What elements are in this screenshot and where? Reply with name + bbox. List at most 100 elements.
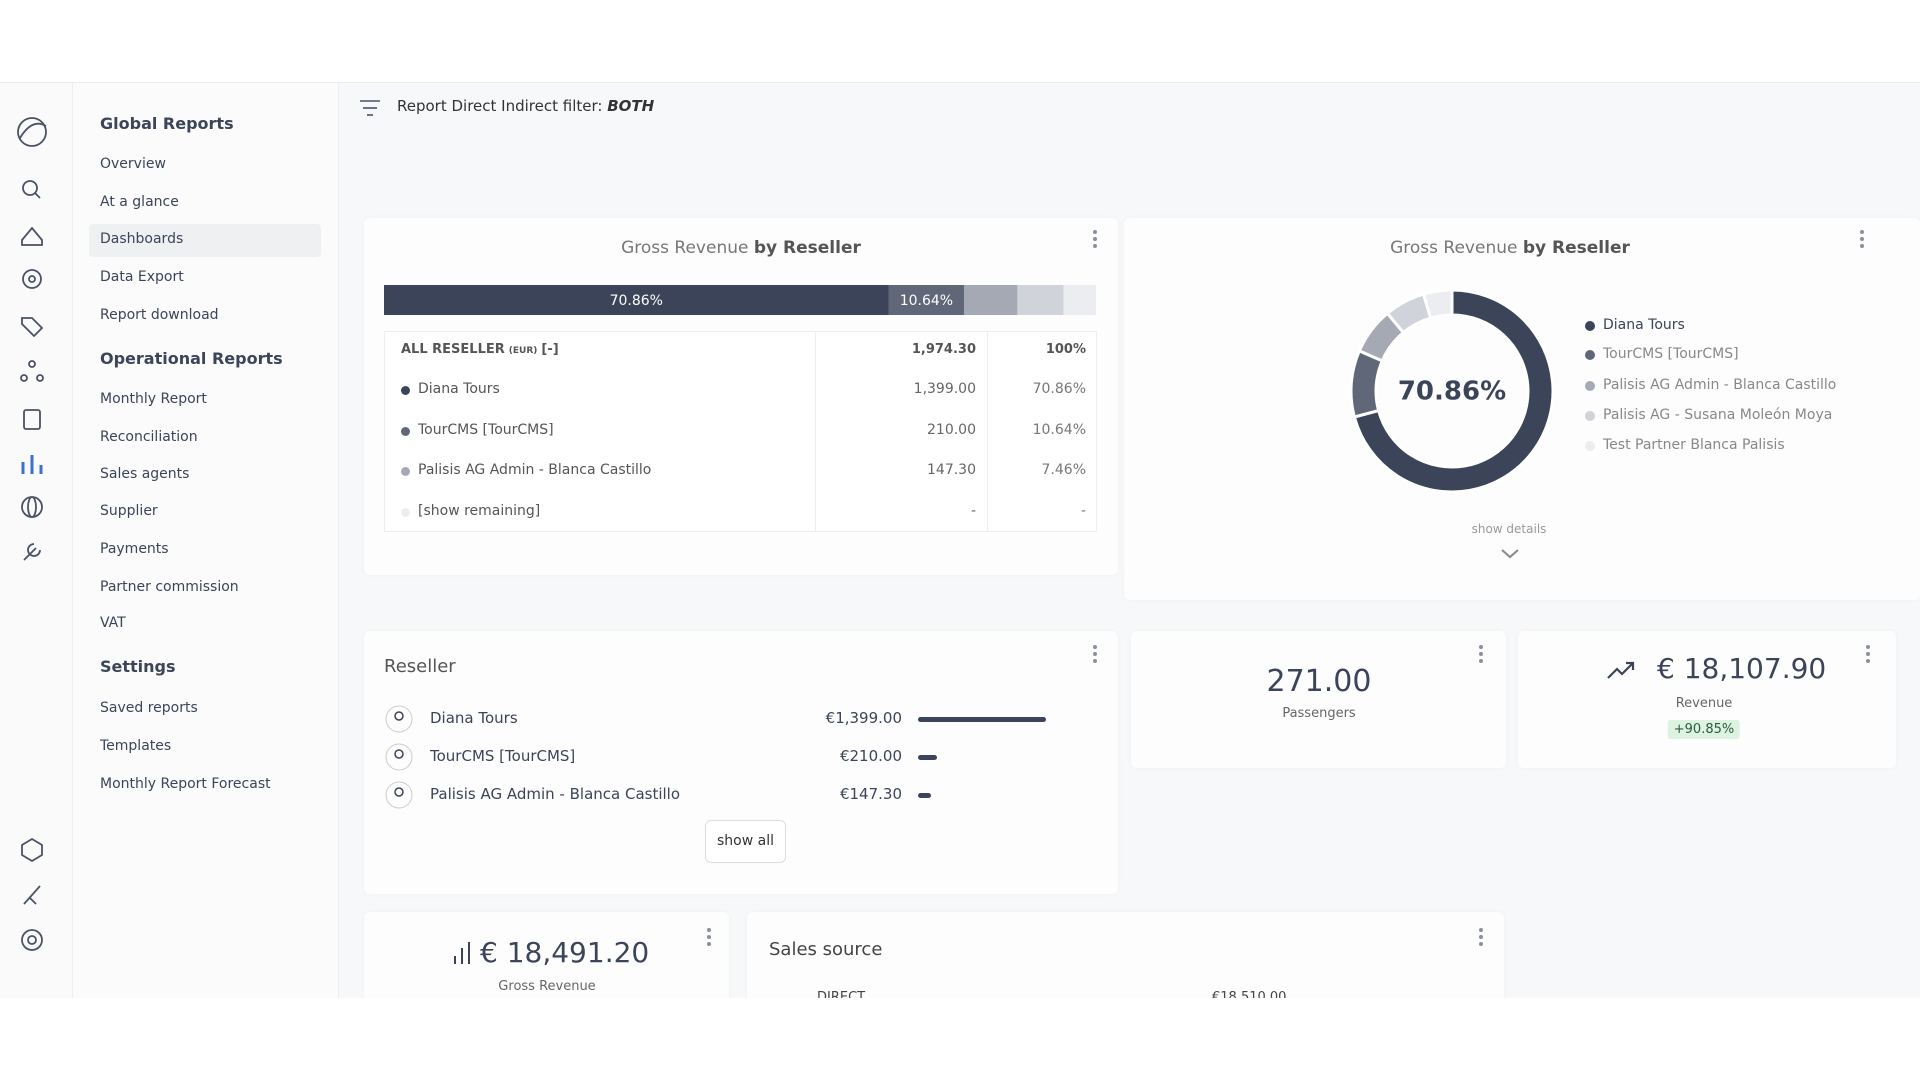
search-icon-handle — [34, 192, 41, 199]
row-amount: 147.30 — [927, 462, 976, 478]
row-percent: - — [1080, 503, 1086, 519]
row-name: Palisis AG Admin - Blanca Castillo — [418, 462, 652, 478]
row-percent: 10.64% — [1032, 422, 1086, 438]
trend-glyph — [1607, 661, 1635, 679]
legend-label[interactable]: Palisis AG - Susana Moleón Moya — [1603, 407, 1833, 423]
more-menu[interactable] — [707, 928, 711, 949]
share-segment — [964, 285, 1018, 315]
card-title: Gross Revenue by Reseller — [621, 238, 861, 258]
share-segment — [888, 285, 965, 315]
icon-ring — [385, 743, 413, 771]
header-name: ALL RESELLER — [401, 342, 505, 357]
nav-item[interactable]: At a glance — [100, 194, 179, 210]
reseller-name: Diana Tours — [430, 709, 518, 727]
icon-ring — [385, 781, 413, 809]
nav-item[interactable]: Payments — [100, 541, 169, 557]
legend-label[interactable]: Palisis AG Admin - Blanca Castillo — [1603, 377, 1837, 393]
rocket-icon[interactable] — [23, 885, 41, 905]
header-unit: (EUR) — [508, 346, 538, 356]
reseller-icon — [385, 743, 413, 771]
revenue-value: € 18,107.90 — [1657, 652, 1827, 685]
donut-slice — [1421, 288, 1454, 320]
logo-swoosh — [19, 122, 47, 139]
globe-icon-meridian — [27, 496, 37, 518]
legend-dot — [1585, 441, 1595, 451]
nav-item[interactable]: Reconciliation — [100, 429, 198, 445]
more-menu[interactable] — [1479, 928, 1483, 949]
passengers-value: 271.00 — [1266, 664, 1372, 699]
gross-revenue-icon — [454, 942, 470, 964]
show-details[interactable]: show details — [1471, 522, 1547, 536]
share-bar: 70.86% 10.64% — [384, 285, 1096, 315]
nav-panel — [73, 82, 339, 998]
row-dot — [401, 386, 410, 395]
help-icon-core — [27, 935, 37, 945]
donut-slice — [1352, 288, 1555, 494]
title-light: Gross Revenue — [1390, 238, 1518, 258]
nav-item[interactable]: Report download — [100, 307, 219, 323]
row-name[interactable]: [show remaining] — [418, 503, 541, 519]
more-menu[interactable] — [1866, 645, 1870, 666]
icon-person — [394, 749, 404, 759]
tag-icon[interactable] — [21, 317, 44, 338]
gross-revenue-card — [364, 912, 729, 1012]
icon-person — [394, 711, 404, 721]
legend-dot — [1585, 350, 1595, 360]
sales-source-title: Sales source — [769, 939, 883, 960]
nav-item[interactable]: Saved reports — [100, 700, 198, 716]
show-all-button[interactable]: show all — [705, 820, 786, 863]
row-percent: 70.86% — [1032, 381, 1086, 397]
nav-item[interactable]: Data Export — [100, 269, 184, 285]
help-icon[interactable] — [21, 929, 43, 951]
revenue-label: Revenue — [1675, 696, 1733, 711]
reseller-icon — [385, 781, 413, 809]
legend-label[interactable]: Diana Tours — [1603, 317, 1685, 333]
row-amount: 210.00 — [927, 422, 976, 438]
home-icon[interactable] — [21, 226, 43, 246]
row-dot — [401, 427, 410, 436]
nav-item[interactable]: Templates — [100, 738, 172, 754]
chart-icon[interactable] — [21, 455, 43, 474]
more-menu[interactable] — [1479, 645, 1483, 666]
network-icon[interactable] — [28, 360, 36, 368]
more-menu[interactable] — [1093, 645, 1097, 666]
header-toggle[interactable]: [-] — [541, 342, 559, 357]
title-bold: by Reseller — [753, 238, 861, 258]
table-header-amount: 1,974.30 — [911, 342, 976, 357]
package-icon[interactable] — [21, 837, 43, 863]
legend-label[interactable]: Test Partner Blanca Palisis — [1603, 437, 1785, 453]
more-menu[interactable] — [1860, 230, 1864, 251]
more-menu[interactable] — [1093, 230, 1097, 251]
table-divider — [815, 332, 816, 531]
card-title: Gross Revenue by Reseller — [1390, 238, 1630, 258]
clipboard-icon[interactable] — [23, 409, 41, 430]
network-icon-a — [20, 374, 28, 382]
wrench-icon[interactable] — [23, 543, 41, 561]
chevron-glyph — [1501, 549, 1519, 559]
icon-person — [394, 787, 404, 797]
nav-item[interactable]: Monthly Report Forecast — [100, 776, 271, 792]
nav-item[interactable]: Monthly Report — [100, 391, 207, 407]
row-dot — [401, 467, 410, 476]
title-bold: by Reseller — [1522, 238, 1630, 258]
share-segment — [384, 285, 889, 315]
nav-item[interactable]: Sales agents — [100, 466, 190, 482]
nav-item[interactable]: Overview — [100, 156, 166, 172]
icon-ring — [385, 705, 413, 733]
icon-rail-icons — [17, 117, 47, 951]
search-icon[interactable] — [22, 180, 38, 196]
page-bottom — [0, 998, 1920, 1080]
filter-value: BOTH — [607, 97, 655, 115]
globe-icon[interactable] — [21, 496, 43, 518]
legend-dot — [1585, 381, 1595, 391]
settings-icon[interactable] — [22, 269, 42, 289]
nav-item[interactable]: Partner commission — [100, 579, 239, 595]
filter[interactable]: Report Direct Indirect filter: BOTH — [397, 97, 654, 115]
nav-item[interactable]: Supplier — [100, 503, 158, 519]
nav-item[interactable]: Dashboards — [100, 231, 184, 247]
nav-item[interactable]: VAT — [100, 615, 126, 631]
filter-icon[interactable] — [358, 98, 382, 118]
settings-icon-core — [28, 275, 36, 283]
nav-active-bg — [89, 224, 321, 257]
legend-label[interactable]: TourCMS [TourCMS] — [1603, 346, 1739, 362]
